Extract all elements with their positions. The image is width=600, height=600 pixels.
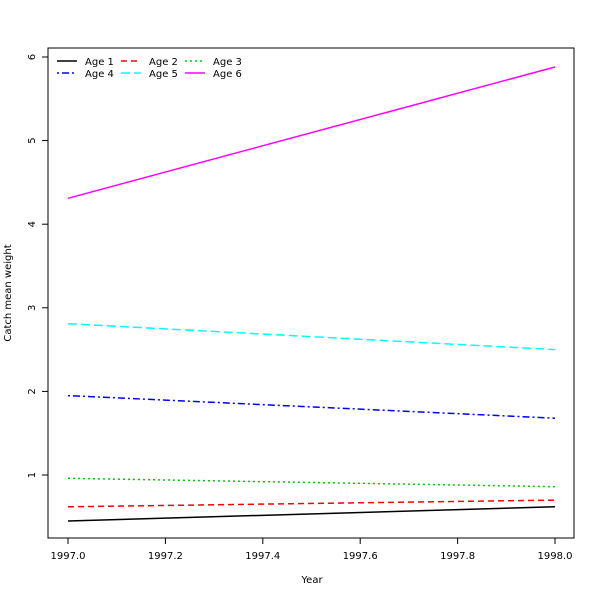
series-line-age-3	[67, 477, 556, 488]
legend-label: Age 1	[85, 57, 114, 68]
y-tick-label: 5	[27, 137, 38, 143]
legend: Age 1 Age 2 Age 3 Age 4 Age 5 Age 6	[57, 57, 242, 80]
legend-label: Age 4	[85, 69, 114, 80]
y-tick-label: 2	[27, 388, 38, 394]
x-tick-label: 1997.4	[245, 551, 280, 562]
series-lines	[67, 66, 556, 522]
y-axis-title: Catch mean weight	[3, 244, 14, 341]
x-tick-label: 1998.0	[538, 551, 573, 562]
x-axis-title: Year	[300, 575, 323, 586]
y-tick-label: 6	[27, 54, 38, 60]
y-tick-label: 3	[27, 305, 38, 311]
series-line-age-1	[67, 506, 556, 522]
legend-label: Age 2	[149, 57, 178, 68]
plot-frame	[47, 47, 575, 539]
x-tick-label: 1997.2	[148, 551, 183, 562]
x-tick-label: 1997.0	[51, 551, 86, 562]
y-axis: 1 2 3 4 5 6	[27, 54, 48, 478]
x-tick-label: 1997.8	[440, 551, 475, 562]
series-line-age-5	[67, 322, 556, 351]
x-axis: 1997.0 1997.2 1997.4 1997.6 1997.8 1998.0	[51, 538, 573, 562]
legend-label: Age 5	[149, 69, 178, 80]
legend-label: Age 3	[213, 57, 242, 68]
series-line-age-2	[67, 499, 556, 508]
series-line-age-4	[67, 394, 556, 419]
x-tick-label: 1997.6	[343, 551, 378, 562]
series-line-age-6	[67, 66, 556, 200]
y-tick-label: 4	[27, 221, 38, 227]
y-tick-label: 1	[27, 472, 38, 478]
legend-label: Age 6	[213, 69, 242, 80]
